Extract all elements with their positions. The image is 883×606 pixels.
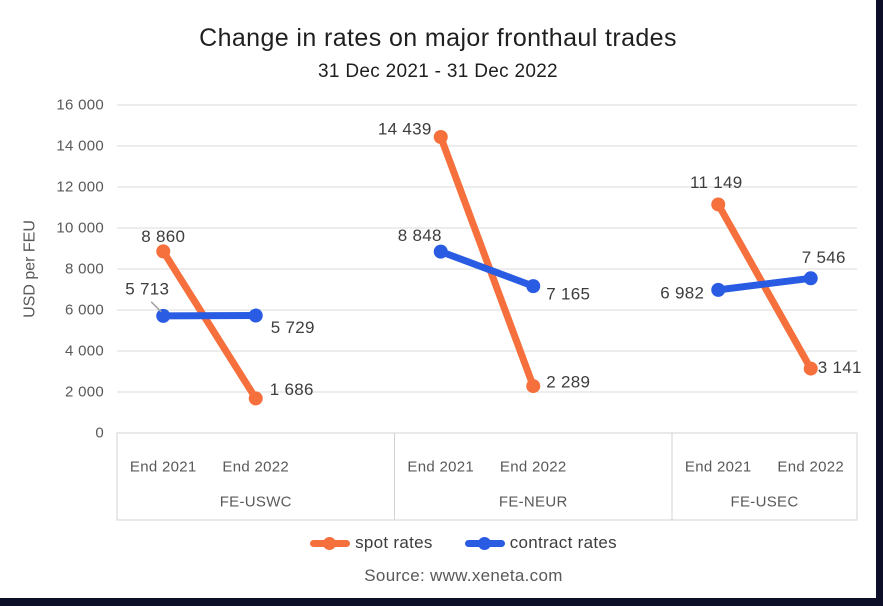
data-point-label: 7 165 [546,285,590,304]
chart-subtitle: 31 Dec 2021 - 31 Dec 2022 [318,61,558,82]
source-attribution: Source: www.xeneta.com [364,566,563,585]
group-label: FE-USEC [731,494,799,511]
legend-label-contract: contract rates [509,533,617,552]
y-tick-label: 16 000 [56,97,104,114]
legend-label-spot: spot rates [355,533,433,552]
group-label: FE-NEUR [499,494,568,511]
contract-data-point [803,271,818,286]
spot-data-point [433,130,448,145]
label-leader-line [150,301,162,313]
data-point-label: 7 546 [802,248,846,267]
y-tick-label: 4 000 [65,343,104,360]
y-tick-label: 2 000 [65,384,104,401]
y-tick-label: 6 000 [65,302,104,319]
y-tick-label: 12 000 [56,179,104,196]
chart-legend: spot rates contract rates [70,533,857,553]
category-label: End 2022 [500,459,567,476]
y-tick-label: 10 000 [56,220,104,237]
spot-line-marker-icon [310,536,351,550]
group-label: FE-USWC [220,494,292,511]
data-point-label: 6 982 [660,283,704,302]
y-tick-label: 8 000 [65,261,104,278]
y-tick-label: 0 [95,425,104,442]
y-tick-label: 14 000 [56,138,104,155]
spot-data-point [526,379,541,394]
background-edge-right [876,0,883,606]
contract-line [437,248,537,290]
data-point-label: 8 860 [141,227,185,246]
spot-line [159,247,260,402]
contract-data-point [156,308,171,323]
contract-data-point [526,279,541,294]
spot-dot-icon [323,536,337,550]
data-point-label: 5 713 [125,279,169,298]
spot-line [437,133,537,390]
chart-title: Change in rates on major fronthaul trade… [199,24,677,52]
data-point-label: 1 686 [270,380,314,399]
data-point-label: 5 729 [271,318,315,337]
spot-data-point [803,361,818,376]
axis-band [116,432,858,521]
spot-data-point [711,197,726,212]
category-label: End 2022 [222,459,289,476]
background-edge-bottom [0,598,883,606]
data-point-label: 11 149 [690,173,743,192]
spot-data-point [248,391,263,406]
contract-line-marker-icon [464,536,505,550]
rates-chart: USD per FEU 0 2 000 4 000 6 000 8 000 10 000 1… [22,97,862,521]
spot-data-point [156,244,171,259]
data-point-label: 3 141 [818,358,862,377]
legend-item-spot-rates: spot rates [310,533,433,553]
contract-line [714,274,815,294]
category-label: End 2022 [777,459,844,476]
category-label: End 2021 [130,459,197,476]
data-point-label: 14 439 [378,120,432,139]
y-axis-title: USD per FEU [22,220,39,318]
data-point-label: 2 289 [546,373,590,392]
contract-data-point [711,282,726,297]
data-point-label: 8 848 [398,226,442,245]
contract-data-point [248,308,263,323]
contract-dot-icon [477,536,491,550]
category-label: End 2021 [407,459,474,476]
category-label: End 2021 [685,459,752,476]
contract-data-point [433,244,448,259]
legend-item-contract-rates: contract rates [464,533,617,553]
